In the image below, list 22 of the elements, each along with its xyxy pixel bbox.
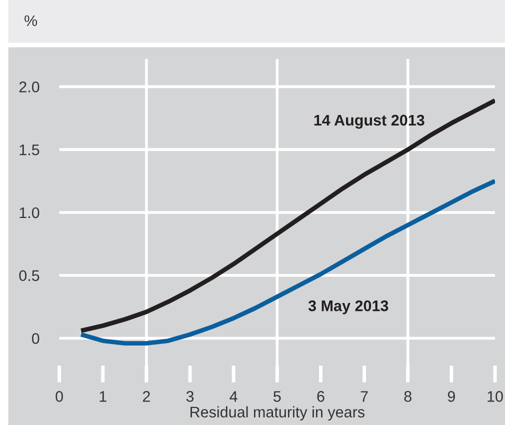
x-tick-label: 0 bbox=[56, 391, 63, 402]
x-tick-label: 6 bbox=[317, 391, 324, 402]
x-tick-label: 9 bbox=[448, 391, 455, 402]
x-tick-label: 1 bbox=[100, 391, 106, 402]
series-label: 14 August 2013 bbox=[314, 114, 424, 129]
y-tick-label: 0.5 bbox=[19, 270, 40, 282]
line-series bbox=[78, 178, 495, 346]
y-tick-label: 1.5 bbox=[20, 144, 40, 156]
x-tick-label: 3 bbox=[186, 391, 194, 402]
x-tick-label: 2 bbox=[142, 391, 150, 402]
x-tick-label: 10 bbox=[488, 391, 503, 402]
x-tick-label: 5 bbox=[274, 391, 281, 402]
line-series bbox=[78, 98, 495, 333]
y-axis-title: % bbox=[24, 15, 38, 26]
x-tick-label: 4 bbox=[230, 391, 238, 402]
y-tick-label: 2.0 bbox=[19, 82, 40, 92]
y-tick-label: 1.0 bbox=[20, 207, 40, 218]
x-axis-title: Residual maturity in years bbox=[190, 406, 364, 421]
y-tick-label: 0 bbox=[32, 333, 40, 344]
x-tick-label: 7 bbox=[360, 391, 368, 402]
series-label: 3 May 2013 bbox=[308, 300, 388, 314]
x-tick-label: 8 bbox=[404, 391, 412, 402]
